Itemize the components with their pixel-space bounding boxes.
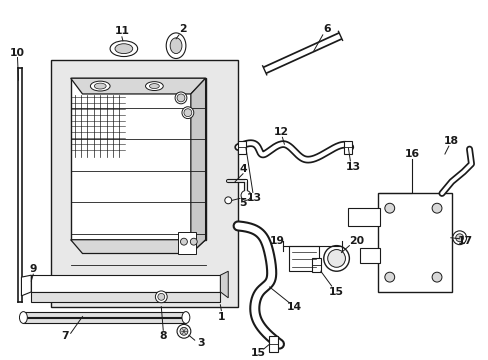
Circle shape <box>431 203 441 213</box>
Text: 16: 16 <box>404 149 419 159</box>
Ellipse shape <box>115 44 132 54</box>
Text: 2: 2 <box>179 24 186 34</box>
Text: 8: 8 <box>159 331 167 341</box>
Text: 6: 6 <box>322 24 330 34</box>
Circle shape <box>384 272 394 282</box>
Ellipse shape <box>166 33 185 59</box>
Polygon shape <box>220 271 228 298</box>
Bar <box>31 275 220 292</box>
Circle shape <box>182 107 193 118</box>
Circle shape <box>190 238 197 245</box>
Text: 1: 1 <box>217 311 224 321</box>
Text: 9: 9 <box>29 264 37 274</box>
Circle shape <box>431 272 441 282</box>
Bar <box>268 336 278 352</box>
Text: 5: 5 <box>239 198 246 208</box>
Bar <box>31 292 220 302</box>
Ellipse shape <box>149 84 159 89</box>
Circle shape <box>241 190 250 200</box>
Text: 13: 13 <box>247 193 262 203</box>
Circle shape <box>155 291 167 303</box>
Bar <box>289 246 318 271</box>
Bar <box>344 141 352 154</box>
Bar <box>23 312 185 316</box>
Bar <box>238 141 245 154</box>
Circle shape <box>452 231 466 245</box>
Text: 13: 13 <box>345 162 360 172</box>
Text: 19: 19 <box>269 236 285 246</box>
Ellipse shape <box>182 312 189 323</box>
Bar <box>23 319 185 323</box>
Text: 4: 4 <box>239 164 246 174</box>
Text: 11: 11 <box>114 26 129 36</box>
Ellipse shape <box>110 41 137 57</box>
Ellipse shape <box>90 81 110 91</box>
Text: 17: 17 <box>457 236 472 246</box>
Text: 14: 14 <box>286 302 301 312</box>
Bar <box>51 60 238 307</box>
Text: 15: 15 <box>328 287 344 297</box>
Polygon shape <box>71 240 205 253</box>
Text: 15: 15 <box>251 348 266 358</box>
Text: 12: 12 <box>273 127 288 138</box>
Text: 18: 18 <box>444 136 458 146</box>
Bar <box>377 193 451 292</box>
Bar <box>71 78 205 240</box>
Circle shape <box>384 203 394 213</box>
Circle shape <box>183 109 191 117</box>
Circle shape <box>327 249 345 267</box>
Bar <box>178 232 195 253</box>
Text: 3: 3 <box>197 338 204 348</box>
Ellipse shape <box>94 83 106 89</box>
Ellipse shape <box>170 38 182 54</box>
Circle shape <box>175 92 186 104</box>
Circle shape <box>177 94 184 102</box>
Bar <box>347 208 379 226</box>
Circle shape <box>323 246 348 271</box>
Ellipse shape <box>145 82 163 90</box>
Circle shape <box>158 293 164 300</box>
Ellipse shape <box>20 312 27 323</box>
Bar <box>360 248 379 264</box>
Text: 10: 10 <box>10 48 25 58</box>
Circle shape <box>177 324 190 338</box>
Text: 7: 7 <box>61 331 68 341</box>
Circle shape <box>224 197 231 204</box>
Polygon shape <box>21 275 31 296</box>
Bar <box>312 258 321 272</box>
Circle shape <box>180 238 187 245</box>
Text: 20: 20 <box>348 236 363 246</box>
Polygon shape <box>190 78 205 253</box>
Circle shape <box>180 327 187 335</box>
Polygon shape <box>71 78 205 94</box>
Circle shape <box>455 234 463 242</box>
